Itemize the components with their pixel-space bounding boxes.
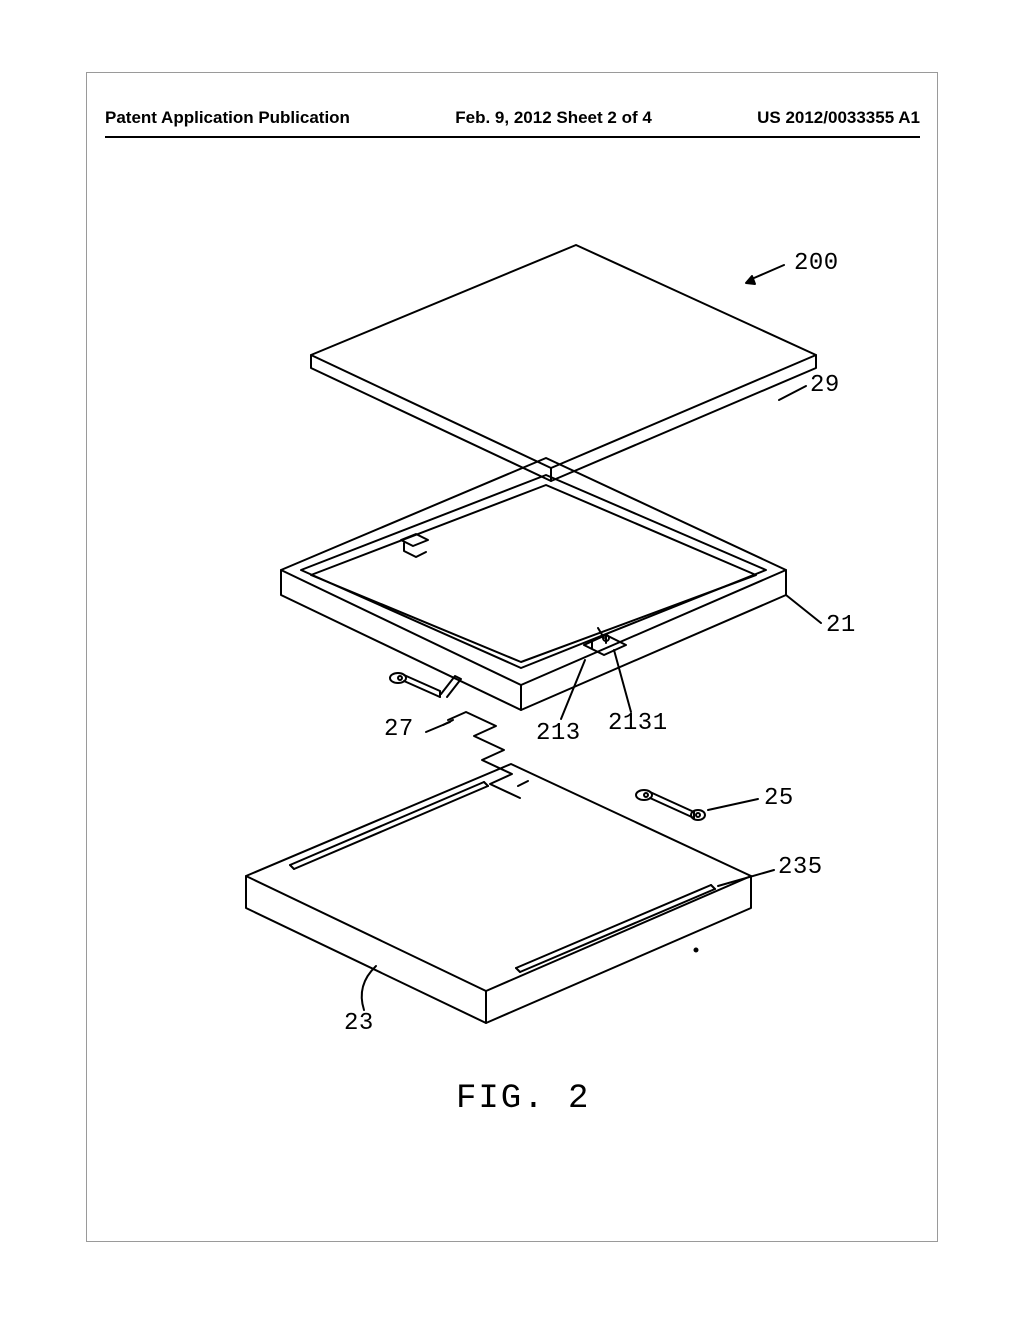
header-right: US 2012/0033355 A1 bbox=[757, 108, 920, 128]
ref-200: 200 bbox=[794, 250, 839, 277]
ref-29: 29 bbox=[810, 372, 840, 399]
ref-25: 25 bbox=[764, 785, 794, 812]
header-left: Patent Application Publication bbox=[105, 108, 350, 128]
ref-21: 21 bbox=[826, 612, 856, 639]
ref-213: 213 bbox=[536, 720, 581, 747]
part-spring bbox=[443, 712, 528, 798]
part-middle-frame bbox=[281, 458, 786, 710]
part-handle-right bbox=[636, 790, 705, 820]
exploded-view-drawing bbox=[86, 150, 938, 1230]
figure-caption: FIG. 2 bbox=[456, 1080, 590, 1118]
ref-23: 23 bbox=[344, 1010, 374, 1037]
page-header: Patent Application Publication Feb. 9, 2… bbox=[105, 108, 920, 128]
ref-2131: 2131 bbox=[608, 710, 668, 737]
ref-235: 235 bbox=[778, 854, 823, 881]
ref-27: 27 bbox=[384, 716, 414, 743]
header-rule bbox=[105, 136, 920, 138]
part-top-panel bbox=[311, 245, 816, 481]
header-center: Feb. 9, 2012 Sheet 2 of 4 bbox=[455, 108, 652, 128]
figure-2: 200 29 21 213 2131 27 25 235 23 FIG. 2 bbox=[86, 150, 938, 1230]
